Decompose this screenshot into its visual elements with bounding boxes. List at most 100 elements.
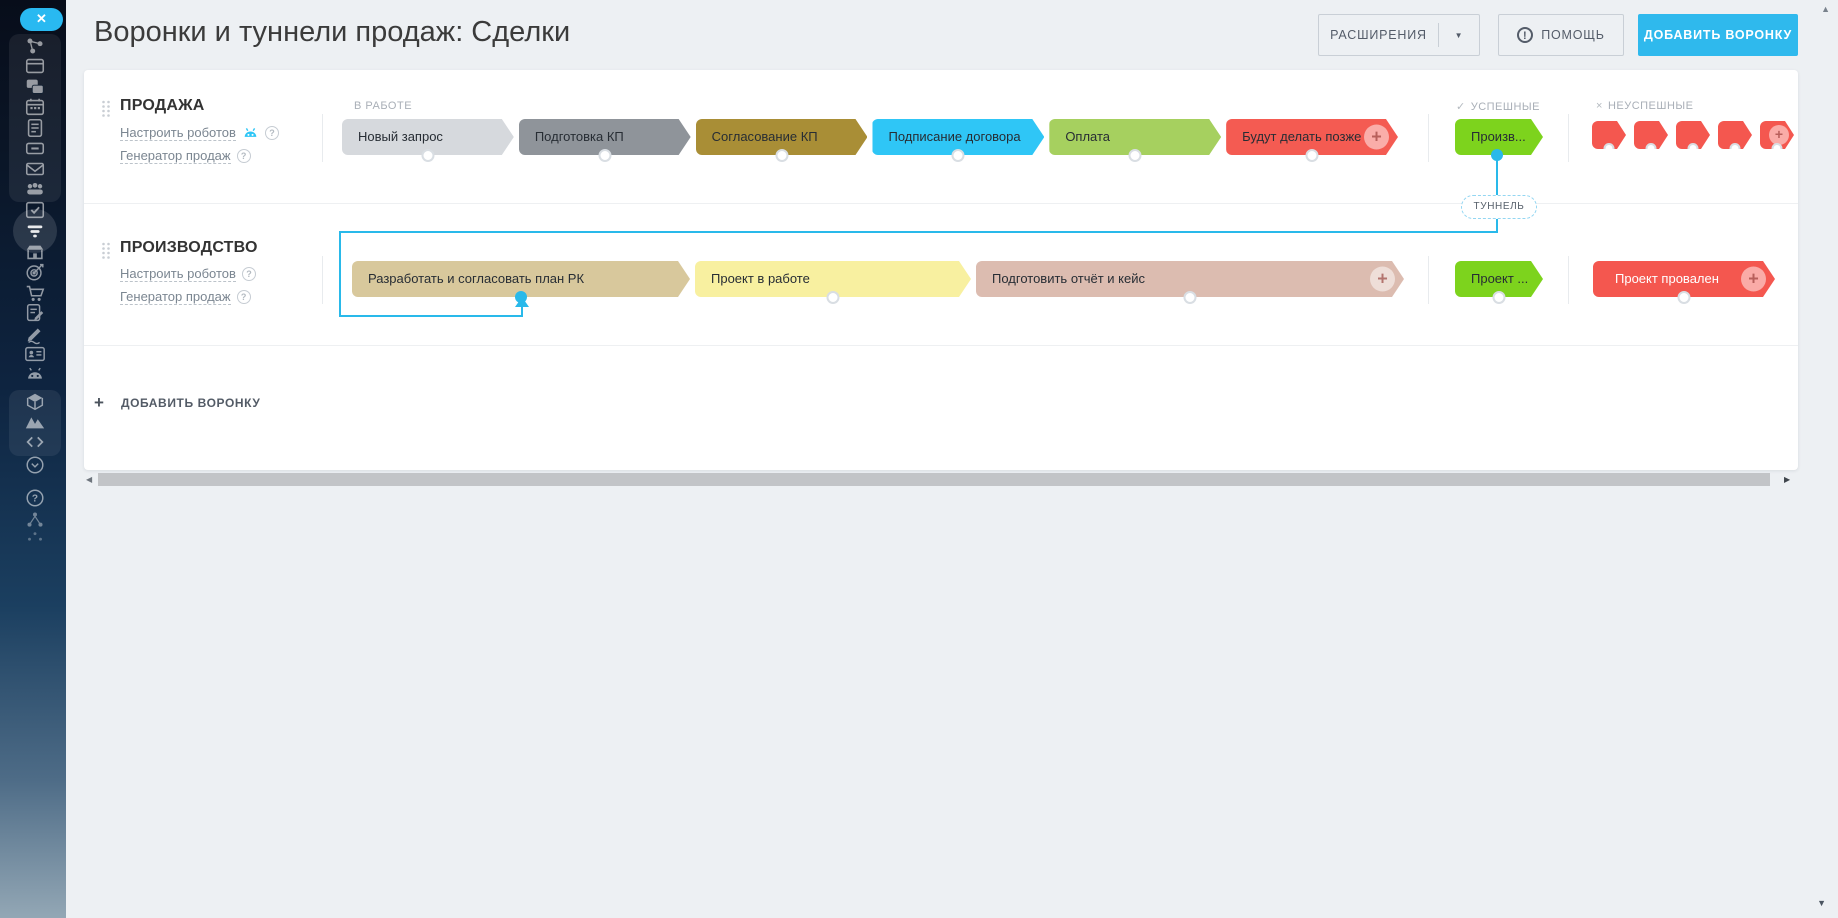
- scroll-down-icon[interactable]: ▼: [1817, 898, 1826, 908]
- unsuccessful-label: × НЕУСПЕШНЫЕ: [1596, 100, 1694, 112]
- stage-will-do-later[interactable]: Будут делать позже +: [1226, 119, 1398, 162]
- scroll-up-icon[interactable]: ▲: [1821, 4, 1830, 14]
- stage-port[interactable]: [1305, 149, 1319, 162]
- funnel-title-sales: ПРОДАЖА: [120, 97, 205, 114]
- fail-stage-mini[interactable]: [1676, 121, 1710, 149]
- help-question-icon[interactable]: ?: [236, 290, 251, 304]
- stage-new-request[interactable]: Новый запрос: [342, 119, 514, 162]
- network-icon[interactable]: [24, 509, 46, 531]
- stage-prepare-report[interactable]: Подготовить отчёт и кейс +: [976, 261, 1404, 304]
- help-question-icon[interactable]: ?: [241, 267, 256, 281]
- developer-code-icon[interactable]: [24, 431, 46, 453]
- add-tunnel-plus-icon[interactable]: +: [1769, 125, 1789, 145]
- fail-stage-mini[interactable]: [1718, 121, 1752, 149]
- chat-icon[interactable]: [24, 76, 46, 98]
- calendar-icon[interactable]: [24, 96, 46, 118]
- stage-prepare-proposal[interactable]: Подготовка КП: [519, 119, 691, 162]
- apps-dots-icon[interactable]: [24, 530, 46, 552]
- stage-port[interactable]: [826, 291, 840, 304]
- messenger-icon[interactable]: [24, 35, 46, 57]
- funnel-drag-handle[interactable]: [101, 100, 111, 117]
- svg-text:?: ?: [32, 494, 38, 505]
- stage-payment[interactable]: Оплата: [1049, 119, 1221, 162]
- contacts-card-icon[interactable]: [24, 343, 46, 365]
- stage-port[interactable]: [1677, 291, 1691, 304]
- scroll-left-icon[interactable]: ◀: [86, 475, 93, 484]
- add-funnel-link[interactable]: + ДОБАВИТЬ ВОРОНКУ: [94, 394, 260, 411]
- stage-port[interactable]: [951, 149, 965, 162]
- mail-icon[interactable]: [24, 158, 46, 180]
- tunnel-badge[interactable]: ТУННЕЛЬ: [1461, 195, 1537, 219]
- stage-port[interactable]: [1492, 291, 1506, 304]
- extensions-button-label: РАСШИРЕНИЯ: [1330, 28, 1427, 42]
- tunnel-source-dot[interactable]: [1491, 149, 1503, 161]
- funnel-title-production: ПРОИЗВОДСТВО: [120, 239, 258, 256]
- fail-stage-mini[interactable]: [1634, 121, 1668, 149]
- add-tunnel-plus-icon[interactable]: +: [1741, 266, 1766, 292]
- sidebar-collapse-button[interactable]: ✕: [20, 8, 63, 31]
- robot-icon: [242, 126, 259, 141]
- automation-robot-icon[interactable]: [24, 364, 46, 386]
- page-title: Воронки и туннели продаж: Сделки: [94, 16, 571, 48]
- stage-project-failed[interactable]: Проект провален +: [1593, 261, 1775, 304]
- stage-port[interactable]: [775, 149, 789, 162]
- documents-sign-icon[interactable]: [24, 302, 46, 324]
- crm-funnel-icon[interactable]: [24, 220, 46, 242]
- help-button[interactable]: ! ПОМОЩЬ: [1498, 14, 1624, 56]
- tunnel-line-left: [339, 231, 341, 317]
- fail-stage-mini[interactable]: [1592, 121, 1626, 149]
- scroll-right-icon[interactable]: ▶: [1784, 475, 1791, 484]
- shop-cart-icon[interactable]: [24, 282, 46, 304]
- products-box-icon[interactable]: [24, 391, 46, 413]
- stage-success-project[interactable]: Проект ...: [1455, 261, 1543, 304]
- help-question-icon[interactable]: ?: [236, 149, 251, 163]
- fail-stages-group: +: [1592, 121, 1794, 149]
- company-icon[interactable]: [24, 241, 46, 263]
- drive-icon[interactable]: [24, 137, 46, 159]
- stage-port[interactable]: [598, 149, 612, 162]
- help-icon[interactable]: ?: [24, 487, 46, 509]
- documents-icon[interactable]: [24, 117, 46, 139]
- column-divider: [322, 114, 323, 162]
- row-divider: [84, 345, 1798, 346]
- stage-shape[interactable]: Согласование КП: [696, 119, 868, 155]
- add-tunnel-plus-icon[interactable]: +: [1370, 266, 1395, 292]
- column-divider: [322, 256, 323, 304]
- teams-icon[interactable]: [24, 178, 46, 200]
- successful-label: ✓ УСПЕШНЫЕ: [1456, 100, 1540, 114]
- funnel-drag-handle[interactable]: [101, 242, 111, 259]
- help-question-icon[interactable]: ?: [264, 126, 279, 140]
- live-feed-icon[interactable]: [24, 55, 46, 77]
- stage-port[interactable]: [421, 149, 435, 162]
- stage-port[interactable]: [1128, 149, 1142, 162]
- sales-generator-link[interactable]: Генератор продаж: [120, 148, 231, 164]
- stage-project-in-progress[interactable]: Проект в работе: [695, 261, 971, 304]
- add-funnel-button[interactable]: ДОБАВИТЬ ВОРОНКУ: [1638, 14, 1798, 56]
- column-divider: [1568, 114, 1569, 162]
- chevron-down-icon[interactable]: ▼: [1454, 30, 1464, 40]
- sidebar: ✕: [0, 0, 66, 918]
- column-divider: [1428, 114, 1429, 162]
- more-chevron-icon[interactable]: [24, 454, 46, 476]
- marketing-target-icon[interactable]: [24, 261, 46, 283]
- stage-approve-proposal[interactable]: Согласование КП: [696, 119, 868, 162]
- tunnel-target-dot[interactable]: [515, 291, 527, 303]
- add-tunnel-plus-icon[interactable]: +: [1363, 124, 1389, 150]
- fail-stage-mini[interactable]: +: [1760, 121, 1794, 149]
- tunnel-line-horizontal-bottom: [339, 315, 523, 317]
- horizontal-scrollbar-thumb[interactable]: [98, 473, 1770, 486]
- tunnel-line-vertical: [1496, 155, 1498, 233]
- stage-shape[interactable]: Проект ...: [1455, 261, 1543, 297]
- tunnel-line-arrow-stem: [521, 307, 523, 317]
- stage-port[interactable]: [1183, 291, 1197, 304]
- e-sign-icon[interactable]: [24, 323, 46, 345]
- sales-generator-link[interactable]: Генератор продаж: [120, 289, 231, 305]
- configure-robots-link[interactable]: Настроить роботов: [120, 266, 236, 282]
- configure-robots-link[interactable]: Настроить роботов: [120, 125, 236, 141]
- extensions-button[interactable]: РАСШИРЕНИЯ ▼: [1318, 14, 1480, 56]
- analytics-icon[interactable]: [24, 411, 46, 433]
- stage-sign-contract[interactable]: Подписание договора: [872, 119, 1044, 162]
- add-funnel-button-label: ДОБАВИТЬ ВОРОНКУ: [1643, 28, 1793, 42]
- tasks-icon[interactable]: [24, 199, 46, 221]
